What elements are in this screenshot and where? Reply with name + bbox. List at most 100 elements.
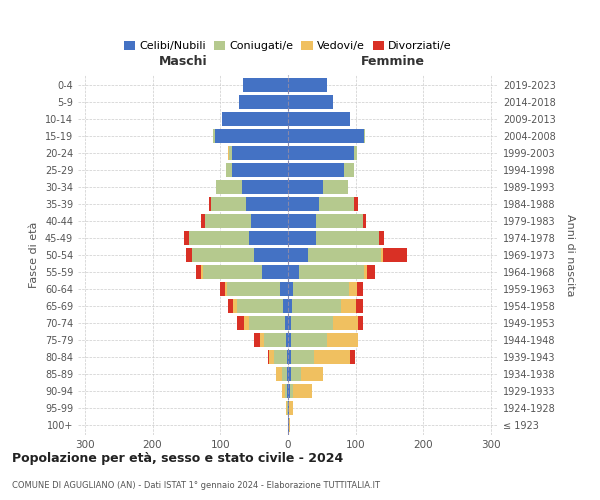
Bar xyxy=(293,384,312,398)
Text: Maschi: Maschi xyxy=(158,55,208,68)
Bar xyxy=(308,248,382,262)
Bar xyxy=(364,130,365,143)
Bar xyxy=(362,214,366,228)
Bar xyxy=(354,146,357,160)
Bar xyxy=(269,350,274,364)
Bar xyxy=(292,316,334,330)
Bar xyxy=(277,367,282,380)
Bar xyxy=(382,248,383,262)
Bar xyxy=(215,130,288,143)
Y-axis label: Fasce di età: Fasce di età xyxy=(29,222,39,288)
Bar xyxy=(196,265,201,279)
Bar xyxy=(211,198,246,211)
Bar xyxy=(244,316,250,330)
Bar xyxy=(288,146,354,160)
Bar xyxy=(226,164,232,177)
Bar xyxy=(246,198,288,211)
Bar xyxy=(262,265,288,279)
Bar xyxy=(358,316,363,330)
Bar xyxy=(286,401,287,414)
Bar xyxy=(282,384,285,398)
Bar xyxy=(323,180,347,194)
Bar xyxy=(214,130,215,143)
Bar xyxy=(367,265,376,279)
Bar xyxy=(288,299,292,312)
Bar xyxy=(237,316,244,330)
Bar xyxy=(232,146,288,160)
Bar xyxy=(205,214,251,228)
Bar xyxy=(288,282,293,296)
Bar xyxy=(220,282,225,296)
Bar xyxy=(242,180,288,194)
Bar xyxy=(356,299,362,312)
Bar xyxy=(288,164,344,177)
Bar xyxy=(326,333,358,346)
Text: Femmine: Femmine xyxy=(361,55,425,68)
Legend: Celibi/Nubili, Coniugati/e, Vedovi/e, Divorziati/e: Celibi/Nubili, Coniugati/e, Vedovi/e, Di… xyxy=(121,38,455,54)
Text: COMUNE DI AGUGLIANO (AN) - Dati ISTAT 1° gennaio 2024 - Elaborazione TUTTITALIA.: COMUNE DI AGUGLIANO (AN) - Dati ISTAT 1°… xyxy=(12,481,380,490)
Bar xyxy=(268,350,269,364)
Bar xyxy=(239,96,288,109)
Bar xyxy=(288,350,291,364)
Bar xyxy=(203,265,262,279)
Bar xyxy=(236,299,283,312)
Bar xyxy=(288,316,292,330)
Bar xyxy=(216,180,242,194)
Bar xyxy=(254,333,260,346)
Bar xyxy=(249,231,288,245)
Bar xyxy=(355,198,358,211)
Y-axis label: Anni di nascita: Anni di nascita xyxy=(565,214,575,296)
Bar xyxy=(288,231,316,245)
Bar xyxy=(301,367,323,380)
Bar xyxy=(291,367,301,380)
Bar xyxy=(314,350,350,364)
Bar xyxy=(288,367,291,380)
Bar xyxy=(288,214,316,228)
Bar xyxy=(299,265,364,279)
Bar xyxy=(284,316,288,330)
Bar xyxy=(233,299,236,312)
Bar xyxy=(288,384,290,398)
Bar xyxy=(364,265,367,279)
Bar xyxy=(187,248,192,262)
Bar xyxy=(201,214,205,228)
Bar xyxy=(251,214,288,228)
Bar xyxy=(222,112,288,126)
Bar xyxy=(227,282,280,296)
Bar xyxy=(293,282,349,296)
Bar xyxy=(344,164,354,177)
Bar xyxy=(260,333,264,346)
Bar xyxy=(264,333,286,346)
Bar xyxy=(288,265,299,279)
Bar xyxy=(341,299,356,312)
Bar xyxy=(209,198,211,211)
Bar xyxy=(288,333,292,346)
Bar xyxy=(288,180,323,194)
Bar xyxy=(383,248,407,262)
Bar xyxy=(228,146,229,160)
Bar xyxy=(292,333,326,346)
Bar xyxy=(184,231,189,245)
Bar xyxy=(282,367,287,380)
Bar xyxy=(350,350,355,364)
Bar xyxy=(288,96,334,109)
Text: Popolazione per età, sesso e stato civile - 2024: Popolazione per età, sesso e stato civil… xyxy=(12,452,343,465)
Bar xyxy=(242,78,288,92)
Bar xyxy=(357,282,362,296)
Bar xyxy=(287,367,288,380)
Bar xyxy=(228,299,233,312)
Bar xyxy=(288,401,289,414)
Bar xyxy=(319,198,355,211)
Bar xyxy=(379,231,384,245)
Bar xyxy=(288,112,350,126)
Bar xyxy=(254,248,288,262)
Bar xyxy=(288,78,326,92)
Bar xyxy=(201,265,203,279)
Bar xyxy=(288,248,308,262)
Bar xyxy=(334,316,358,330)
Bar xyxy=(225,282,227,296)
Bar xyxy=(290,384,293,398)
Bar xyxy=(287,384,288,398)
Bar xyxy=(286,333,288,346)
Bar xyxy=(288,198,319,211)
